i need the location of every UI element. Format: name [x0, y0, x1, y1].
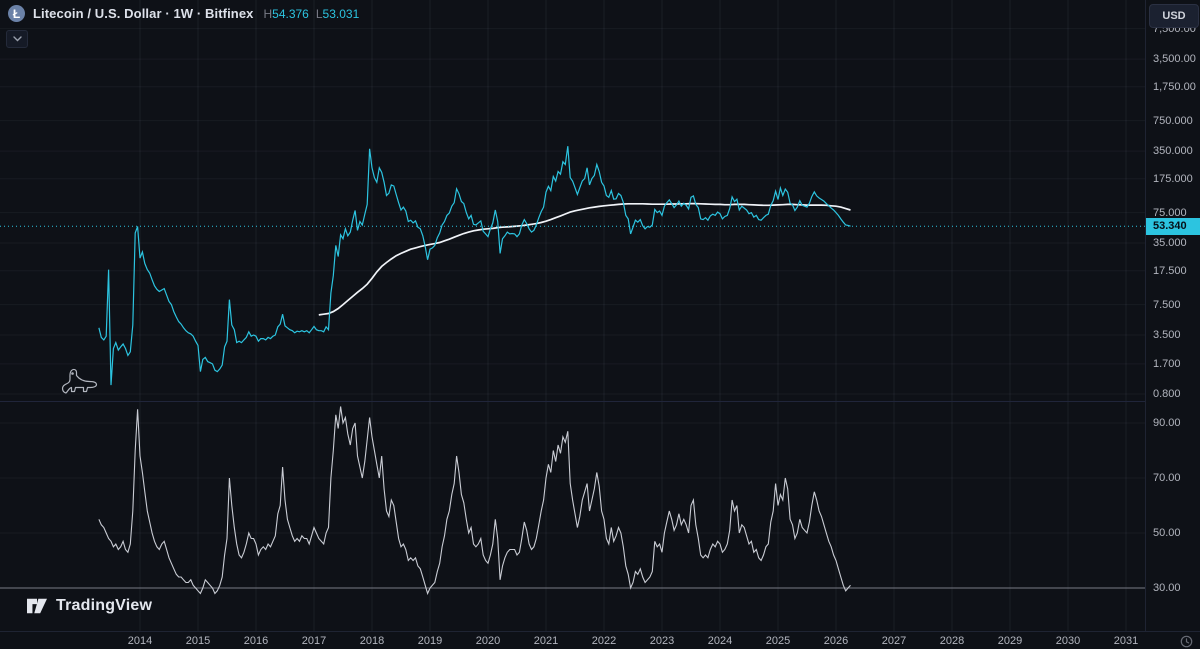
litecoin-icon: Ł [8, 5, 25, 22]
last-price-badge: 53.340 [1146, 217, 1200, 235]
tradingview-brand-text: TradingView [56, 597, 153, 614]
time-scale-labels: 2014 2015 2016 2017 2018 2019 2020 2021 2022 2023… [0, 632, 1145, 649]
low-value: 53.031 [322, 6, 360, 21]
time-scale-label: 2022 [591, 635, 617, 647]
price-scale-label: 175.000 [1153, 172, 1193, 185]
time-scale-label: 2014 [127, 635, 153, 647]
price-scale-label: 30.00 [1153, 582, 1181, 594]
price-scale-label: 7.500 [1153, 298, 1181, 311]
time-scale-label: 2015 [185, 635, 211, 647]
high-value: 54.376 [272, 6, 309, 21]
price-scale-label: 70.00 [1153, 472, 1181, 484]
time-scale-label: 2019 [417, 635, 443, 647]
time-scale-label: 2016 [243, 635, 269, 647]
time-scale-label: 2023 [649, 635, 675, 647]
time-scale-label: 2021 [533, 635, 559, 647]
oscillator-line [98, 406, 851, 596]
time-scale-label: 2029 [997, 635, 1023, 647]
price-scale-label: 50.00 [1153, 527, 1181, 539]
price-scale-label: 75.000 [1153, 206, 1187, 219]
price-line [98, 146, 851, 386]
ma-line [318, 202, 851, 316]
time-scale-label: 2018 [359, 635, 385, 647]
symbol-legend[interactable]: Ł Litecoin / U.S. Dollar · 1W · Bitfinex… [8, 5, 359, 22]
time-scale-label: 2024 [707, 635, 733, 647]
time-scale-label: 2020 [475, 635, 501, 647]
chevron-down-icon [12, 36, 22, 42]
price-scale[interactable]: USD 53.340 7,500.00 3,500.00 1,750.00 750.0… [1145, 0, 1200, 631]
price-scale-label: 0.800 [1153, 388, 1181, 400]
price-scale-label: 90.00 [1153, 417, 1181, 429]
time-scale-label: 2025 [765, 635, 791, 647]
price-chart-canvas[interactable] [0, 0, 1145, 631]
price-scale-label: 350.000 [1153, 145, 1193, 158]
tradingview-logo[interactable]: TradingView [26, 596, 152, 616]
currency-toggle-button[interactable]: USD [1149, 4, 1199, 28]
legend-collapse-button[interactable] [6, 30, 28, 48]
high-label: H [263, 6, 273, 21]
tradingview-mark-icon [27, 598, 47, 614]
price-scale-label: 1.700 [1153, 357, 1181, 370]
low-label: L [315, 6, 323, 21]
price-scale-label: 3.500 [1153, 329, 1181, 342]
price-scale-label: 17.500 [1153, 264, 1187, 277]
time-scale[interactable]: 2014 2015 2016 2017 2018 2019 2020 2021 2022 2023… [0, 631, 1200, 649]
price-scale-label: 1,750.00 [1153, 80, 1196, 93]
price-scale-label: 750.000 [1153, 114, 1193, 127]
time-scale-label: 2028 [939, 635, 965, 647]
price-scale-label: 35.000 [1153, 237, 1187, 250]
clock-icon[interactable] [1180, 635, 1193, 648]
time-scale-label: 2026 [823, 635, 849, 647]
price-scale-label: 3,500.00 [1153, 53, 1196, 66]
dino-doodle [62, 368, 98, 394]
time-scale-label: 2017 [301, 635, 327, 647]
high-low-values: H 54.376 L 53.031 [263, 7, 359, 21]
time-scale-label: 2031 [1113, 635, 1139, 647]
time-scale-label: 2030 [1055, 635, 1081, 647]
time-scale-label: 2027 [881, 635, 907, 647]
symbol-title[interactable]: Litecoin / U.S. Dollar · 1W · Bitfinex [33, 6, 254, 21]
